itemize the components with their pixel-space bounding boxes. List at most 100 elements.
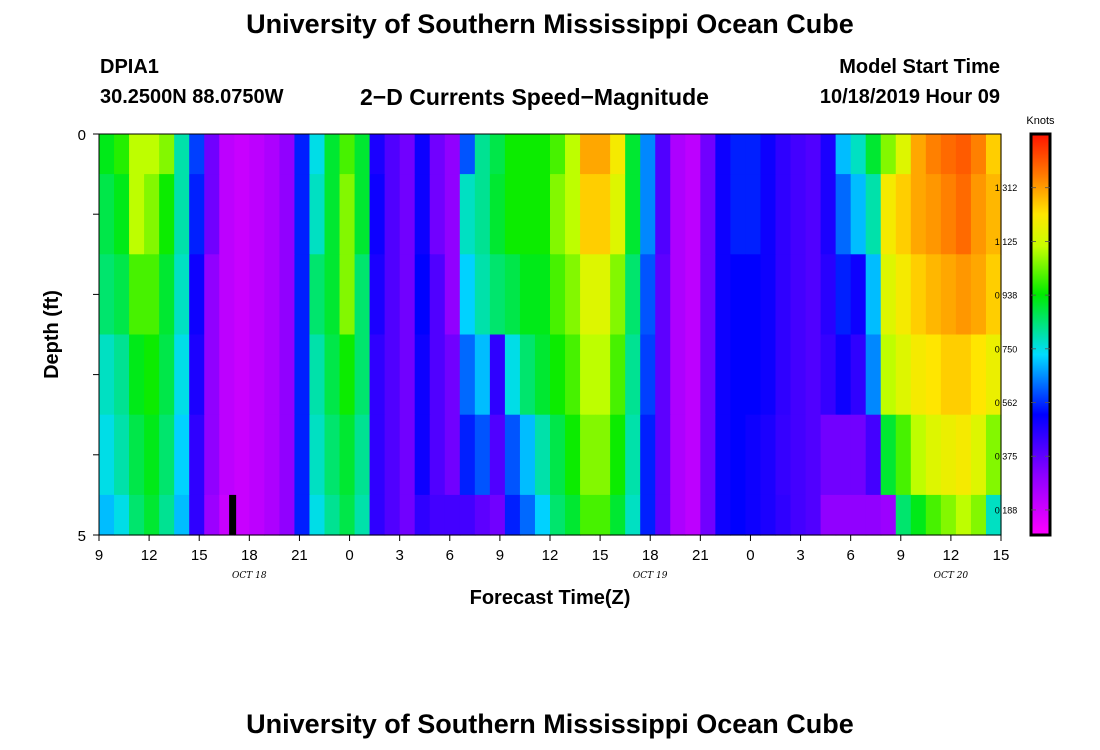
colorbar-tick-label: 0.375 xyxy=(995,452,1018,462)
heatmap-cell xyxy=(625,414,641,496)
heatmap-cell xyxy=(595,134,611,175)
heatmap-cell xyxy=(610,334,626,416)
heatmap-cell xyxy=(865,494,882,536)
heatmap-cell xyxy=(610,414,626,496)
heatmap-cell xyxy=(234,494,250,536)
heatmap-cell xyxy=(369,134,386,175)
heatmap-cell xyxy=(174,494,190,536)
heatmap-cell xyxy=(489,414,506,496)
heatmap-cell xyxy=(595,174,611,255)
heatmap-cell xyxy=(144,494,160,536)
heatmap-cell xyxy=(625,334,641,416)
heatmap-cell xyxy=(429,174,446,255)
heatmap-cell xyxy=(790,134,807,175)
heatmap-cell xyxy=(504,174,521,255)
heatmap-cell xyxy=(279,414,296,496)
heatmap-cell xyxy=(835,174,852,255)
heatmap-cell xyxy=(775,134,792,175)
x-axis-label: Forecast Time(Z) xyxy=(470,587,631,609)
heatmap-cell xyxy=(820,414,837,496)
heatmap-cell xyxy=(985,174,1002,255)
heatmap-cell xyxy=(940,254,957,336)
model-start-label: Model Start Time xyxy=(839,56,1000,78)
heatmap-cell xyxy=(925,414,942,496)
heatmap-cell xyxy=(715,414,731,496)
heatmap-cell xyxy=(745,174,762,255)
heatmap-cell xyxy=(339,334,356,416)
heatmap-cell xyxy=(114,174,130,255)
heatmap-cell xyxy=(444,254,461,336)
heatmap-cell xyxy=(685,254,701,336)
heatmap-cell xyxy=(910,254,927,336)
heatmap-cell xyxy=(249,414,265,496)
heatmap-cell xyxy=(730,254,747,336)
heatmap-cell xyxy=(129,134,145,175)
heatmap-cell xyxy=(369,254,386,336)
heatmap-cell xyxy=(294,494,311,536)
heatmap-cell xyxy=(189,174,205,255)
heatmap-cell xyxy=(730,134,747,175)
colorbar xyxy=(1029,132,1052,537)
heatmap-cell xyxy=(850,134,867,175)
heatmap-cell xyxy=(940,134,957,175)
heatmap-cell xyxy=(895,414,912,496)
heatmap-cell xyxy=(459,134,476,175)
heatmap-cell xyxy=(835,254,852,336)
heatmap-cell xyxy=(985,494,1002,536)
heatmap-cell xyxy=(354,334,371,416)
heatmap-cell xyxy=(910,494,927,536)
heatmap-cell xyxy=(700,494,716,536)
heatmap-cell xyxy=(790,334,807,416)
heatmap-cell xyxy=(294,134,311,175)
heatmap-cell xyxy=(444,334,461,416)
heatmap-cell xyxy=(685,334,701,416)
heatmap-cell xyxy=(339,134,356,175)
heatmap-cell xyxy=(159,414,175,496)
heatmap-cell xyxy=(895,134,912,175)
heatmap-cell xyxy=(519,134,536,175)
heatmap-cell xyxy=(550,254,566,336)
heatmap-cell xyxy=(910,174,927,255)
heatmap-cell xyxy=(955,174,972,255)
heatmap-cell xyxy=(99,174,115,255)
heatmap-cell xyxy=(580,134,596,175)
heatmap-cell xyxy=(309,414,326,496)
colorbar-tick-label: 0.750 xyxy=(995,344,1018,354)
heatmap-cell xyxy=(940,334,957,416)
heatmap-cell xyxy=(279,334,296,416)
heatmap-cell xyxy=(99,334,115,416)
heatmap-cell xyxy=(204,414,220,496)
heatmap-cell xyxy=(805,174,822,255)
heatmap-cell xyxy=(99,494,115,536)
heatmap-cell xyxy=(790,174,807,255)
heatmap-cell xyxy=(655,174,671,255)
x-tick-label: 21 xyxy=(692,547,709,564)
heatmap-cell xyxy=(850,174,867,255)
x-date-label: OCT 18 xyxy=(232,571,267,581)
heatmap-cell xyxy=(940,414,957,496)
heatmap-cell xyxy=(565,494,581,536)
heatmap-cell xyxy=(910,414,927,496)
heatmap-cell xyxy=(144,414,160,496)
heatmap-cell xyxy=(955,334,972,416)
heatmap-cell xyxy=(399,254,416,336)
heatmap-cell xyxy=(204,334,220,416)
heatmap-cell xyxy=(264,134,280,175)
heatmap-cell xyxy=(114,414,130,496)
x-tick-label: 6 xyxy=(446,547,454,564)
heatmap-cell xyxy=(129,254,145,336)
heatmap-cell xyxy=(685,494,701,536)
heatmap-cell xyxy=(414,254,431,336)
heatmap-cell xyxy=(339,414,356,496)
heatmap-cell xyxy=(264,414,280,496)
heatmap-cell xyxy=(444,134,461,175)
heatmap-cell xyxy=(414,174,431,255)
heatmap-cell xyxy=(955,254,972,336)
heatmap-cell xyxy=(324,494,341,536)
heatmap-cell xyxy=(745,414,762,496)
colorbar-tick-label: 0.562 xyxy=(995,398,1018,408)
heatmap-cell xyxy=(550,494,566,536)
heatmap-cell xyxy=(459,254,476,336)
heatmap-cell xyxy=(489,254,506,336)
page-title: University of Southern Mississippi Ocean… xyxy=(246,9,854,39)
